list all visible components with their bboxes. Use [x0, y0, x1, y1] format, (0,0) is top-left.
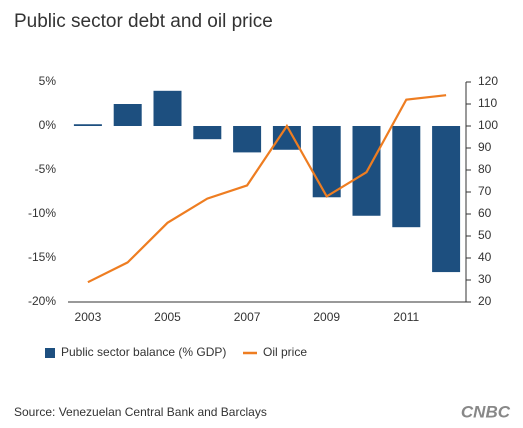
y-tick-label: -15% [28, 250, 56, 264]
y-tick-label: 0% [39, 118, 57, 132]
line [87, 94, 447, 284]
legend-label: Public sector balance (% GDP) [61, 345, 226, 359]
bar [193, 126, 222, 140]
bar [432, 126, 461, 273]
y2-tick-label: 20 [478, 294, 492, 308]
bar [392, 126, 421, 228]
y2-tick-label: 90 [478, 140, 492, 154]
legend-swatch [45, 348, 55, 358]
x-tick-label: 2005 [154, 310, 181, 324]
y-tick-label: 5% [39, 74, 57, 88]
bar [73, 124, 102, 126]
bar [113, 104, 142, 126]
x-tick-label: 2011 [393, 310, 419, 324]
bar [312, 126, 341, 198]
y-tick-label: -5% [35, 162, 57, 176]
y2-tick-label: 80 [478, 162, 492, 176]
y2-tick-label: 70 [478, 184, 492, 198]
y2-tick-label: 60 [478, 206, 492, 220]
y2-tick-label: 50 [478, 228, 492, 242]
x-tick-label: 2007 [234, 310, 261, 324]
y-tick-label: -10% [28, 206, 56, 220]
x-tick-label: 2003 [75, 310, 102, 324]
y2-tick-label: 120 [478, 74, 498, 88]
y2-tick-label: 110 [478, 96, 497, 110]
bar [272, 126, 301, 150]
y2-tick-label: 40 [478, 250, 492, 264]
bar [153, 90, 182, 126]
logo: CNBC [461, 402, 511, 421]
chart-title: Public sector debt and oil price [14, 11, 273, 32]
y2-tick-label: 100 [478, 118, 498, 132]
bar [233, 126, 262, 153]
y2-tick-label: 30 [478, 272, 492, 286]
source: Source: Venezuelan Central Bank and Barc… [14, 405, 267, 419]
legend-label: Oil price [263, 345, 307, 359]
x-tick-label: 2009 [313, 310, 340, 324]
y-tick-label: -20% [28, 294, 56, 308]
